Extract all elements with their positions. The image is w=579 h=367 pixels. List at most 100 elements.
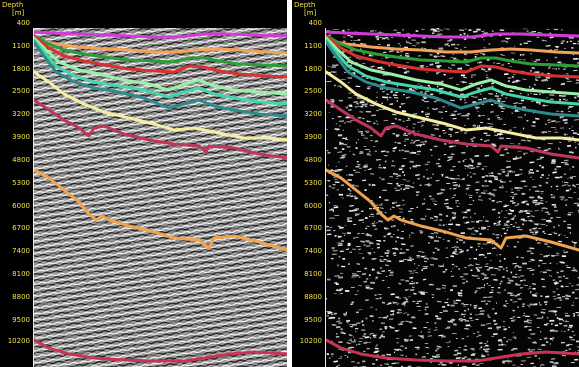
speckle-mark	[473, 304, 478, 307]
speckle-mark	[474, 53, 479, 55]
speckle-mark	[501, 40, 506, 42]
speckle-mark	[426, 258, 429, 260]
speckle-mark	[436, 72, 441, 73]
speckle-mark	[567, 111, 571, 113]
speckle-mark	[354, 294, 358, 296]
speckle-mark	[487, 123, 491, 125]
speckle-mark	[561, 184, 566, 187]
speckle-mark	[550, 247, 552, 248]
speckle-mark	[547, 317, 549, 319]
speckle-mark	[493, 323, 498, 325]
speckle-mark	[481, 168, 485, 170]
speckle-mark	[567, 144, 572, 147]
speckle-mark	[509, 196, 515, 197]
speckle-mark	[457, 175, 460, 177]
speckle-mark	[410, 218, 414, 221]
speckle-mark	[408, 210, 412, 212]
speckle-mark	[435, 354, 440, 356]
speckle-mark	[404, 54, 407, 57]
depth-tick-label: 3900	[12, 133, 30, 141]
speckle-mark	[374, 347, 379, 350]
speckle-mark	[403, 223, 406, 226]
speckle-mark	[463, 273, 469, 275]
speckle-mark	[529, 221, 534, 223]
speckle-mark	[356, 311, 359, 314]
speckle-mark	[488, 180, 492, 183]
speckle-mark	[525, 315, 530, 318]
speckle-mark	[519, 210, 524, 213]
speckle-mark	[428, 328, 431, 330]
speckle-mark	[384, 252, 389, 254]
speckle-mark	[554, 56, 558, 59]
speckle-mark	[422, 143, 425, 146]
speckle-mark	[471, 159, 474, 162]
speckle-mark	[448, 66, 450, 69]
speckle-mark	[401, 230, 405, 233]
speckle-mark	[396, 342, 399, 344]
speckle-mark	[529, 229, 532, 231]
speckle-mark	[534, 231, 539, 234]
speckle-mark	[460, 289, 463, 292]
speckle-mark	[328, 357, 331, 359]
speckle-mark	[461, 211, 466, 213]
horizon-line-7	[34, 40, 287, 118]
speckle-mark	[343, 234, 346, 236]
speckle-mark	[548, 148, 552, 150]
speckle-mark	[531, 30, 537, 33]
speckle-mark	[394, 29, 398, 31]
speckle-mark	[368, 183, 371, 186]
speckle-mark	[476, 108, 478, 110]
speckle-mark	[475, 267, 479, 269]
speckle-mark	[379, 255, 384, 258]
speckle-mark	[490, 172, 494, 174]
speckle-mark	[333, 170, 338, 172]
speckle-mark	[468, 204, 473, 205]
speckle-mark	[561, 94, 566, 97]
speckle-mark	[509, 143, 515, 145]
speckle-mark	[494, 312, 498, 315]
speckle-mark	[502, 276, 505, 279]
speckle-mark	[438, 165, 442, 168]
speckle-mark	[441, 117, 443, 120]
speckle-mark	[394, 118, 397, 120]
speckle-mark	[333, 249, 338, 252]
speckle-mark	[352, 153, 356, 156]
speckle-mark	[356, 270, 362, 273]
speckle-mark	[332, 99, 335, 102]
speckle-mark	[338, 322, 343, 324]
speckle-mark	[344, 355, 347, 357]
speckle-mark	[408, 237, 411, 238]
speckle-mark	[531, 125, 536, 127]
speckle-mark	[444, 143, 447, 145]
speckle-mark	[348, 339, 353, 341]
speckle-mark	[369, 242, 374, 245]
speckle-mark	[447, 207, 451, 210]
speckle-mark	[430, 134, 435, 136]
speckle-mark	[515, 264, 519, 267]
speckle-mark	[566, 344, 570, 347]
speckle-mark	[336, 242, 341, 244]
speckle-mark	[498, 265, 503, 268]
speckle-mark	[565, 314, 570, 317]
speckle-mark	[522, 127, 525, 130]
speckle-mark	[469, 264, 473, 266]
speckle-mark	[379, 88, 382, 90]
speckle-mark	[383, 119, 389, 122]
speckle-mark	[397, 229, 399, 231]
speckle-mark	[355, 141, 358, 144]
speckle-mark	[427, 84, 430, 87]
speckle-mark	[448, 134, 452, 136]
depth-tick-label: 1100	[304, 42, 322, 50]
horizon-line-9	[326, 98, 579, 160]
speckle-mark	[475, 318, 479, 321]
depth-axis-left: Depth [m] 400 1100 1800 2500 3200 3900 4800 530…	[0, 0, 34, 367]
speckle-mark	[347, 188, 351, 191]
speckle-mark	[436, 317, 442, 320]
speckle-mark	[548, 233, 552, 235]
speckle-mark	[530, 53, 533, 55]
speckle-mark	[456, 43, 460, 46]
speckle-mark	[357, 39, 361, 41]
speckle-mark	[422, 266, 428, 268]
speckle-mark	[381, 301, 386, 304]
speckle-mark	[551, 159, 556, 161]
